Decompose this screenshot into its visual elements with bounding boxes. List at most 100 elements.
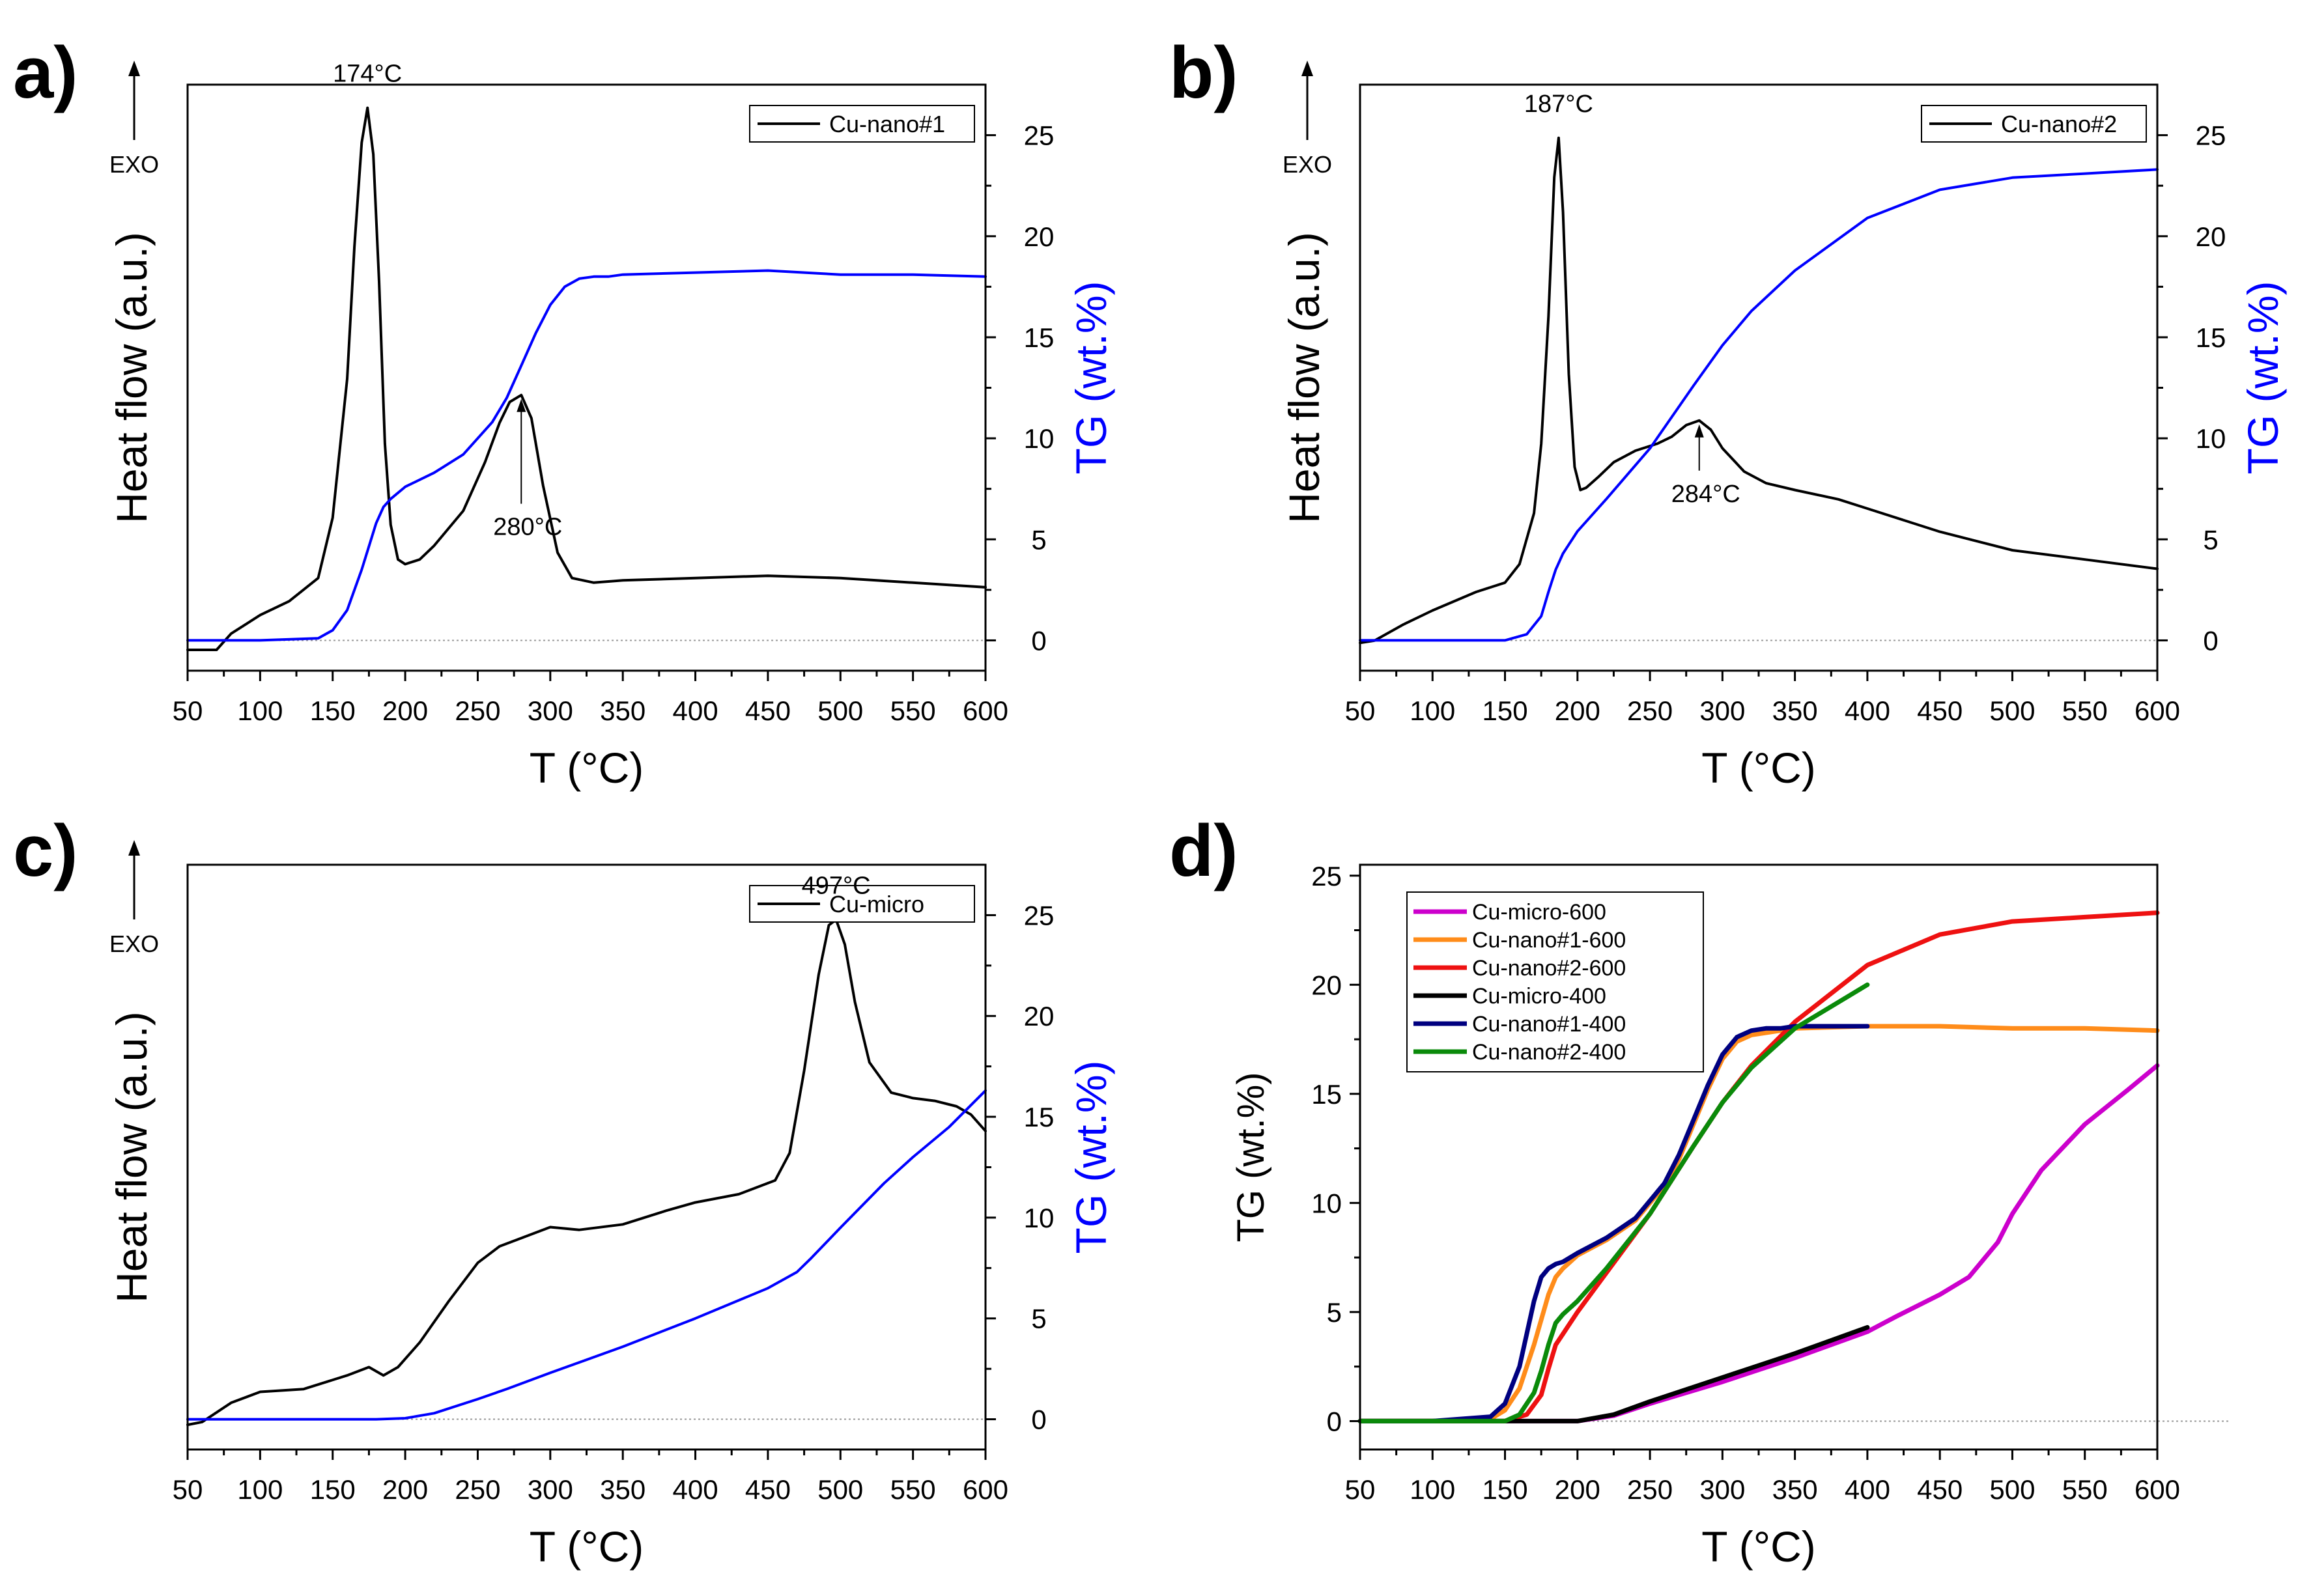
- x-axis-title: T (°C): [1701, 744, 1815, 792]
- y-right-tick-label: 20: [1024, 1001, 1055, 1031]
- x-tick-label: 500: [1989, 695, 2035, 726]
- x-tick-label: 350: [600, 695, 645, 726]
- plot-frame: [186, 863, 987, 1451]
- x-tick-label: 300: [528, 1474, 573, 1505]
- plot-frame: [186, 83, 987, 672]
- panel-label: c): [13, 810, 78, 891]
- y-right-tick-label: 25: [2196, 120, 2226, 151]
- y-right-tick-label: 15: [1024, 322, 1055, 353]
- x-tick-label: 600: [2135, 1474, 2180, 1505]
- series-line-cu-nano-2-400: [1357, 982, 1870, 1423]
- legend-label: Cu-nano#1-600: [1472, 928, 1626, 953]
- legend-label: Cu-nano#1: [829, 111, 945, 137]
- series-line-cu-nano-1: [186, 106, 987, 651]
- exo-arrow-head: [1301, 61, 1313, 76]
- series-line-tg-cu-micro: [186, 1089, 987, 1421]
- y-tick-label: 25: [1311, 861, 1342, 891]
- exo-label: EXO: [109, 151, 159, 178]
- y-right-tick-label: 0: [2203, 625, 2218, 656]
- y-tick-label: 5: [1327, 1297, 1342, 1328]
- y-right-tick-label: 5: [1031, 524, 1046, 555]
- legend-label: Cu-micro-600: [1472, 900, 1606, 925]
- y-right-tick-label: 15: [1024, 1102, 1055, 1132]
- y-right-axis-title: TG (wt.%): [1067, 281, 1115, 475]
- legend-label: Cu-nano#1-400: [1472, 1012, 1626, 1037]
- x-tick-label: 200: [1555, 695, 1600, 726]
- x-axis-title: T (°C): [530, 744, 644, 792]
- peak-annotation: 187°C: [1524, 91, 1593, 118]
- legend-box: [1406, 891, 1704, 1072]
- x-tick-label: 600: [2135, 695, 2180, 726]
- x-tick-label: 150: [1482, 695, 1528, 726]
- x-tick-label: 600: [963, 1474, 1008, 1505]
- x-tick-label: 350: [600, 1474, 645, 1505]
- x-tick-label: 200: [382, 695, 428, 726]
- x-tick-label: 100: [1410, 1474, 1455, 1505]
- x-tick-label: 500: [1989, 1474, 2035, 1505]
- y-left-axis-title: Heat flow (a.u.): [107, 232, 156, 524]
- x-tick-label: 50: [1345, 695, 1376, 726]
- x-tick-label: 300: [528, 695, 573, 726]
- x-tick-label: 50: [173, 695, 203, 726]
- y-right-tick-label: 5: [2203, 524, 2218, 555]
- peak-arrow-head: [1694, 424, 1704, 438]
- legend-label: Cu-nano#2: [2001, 111, 2117, 137]
- x-tick-label: 450: [745, 1474, 791, 1505]
- y-right-tick-label: 10: [2196, 423, 2226, 454]
- series-line-cu-nano-1-600: [1357, 1024, 2160, 1423]
- y-right-tick-label: 10: [1024, 423, 1055, 454]
- x-tick-label: 450: [745, 695, 791, 726]
- x-tick-label: 250: [1627, 695, 1673, 726]
- x-tick-label: 600: [963, 695, 1008, 726]
- legend-label: Cu-nano#2-600: [1472, 956, 1626, 981]
- exo-arrow-head: [128, 61, 140, 76]
- x-tick-label: 50: [1345, 1474, 1376, 1505]
- peak-annotation: 174°C: [333, 61, 402, 88]
- legend-label: Cu-micro-400: [1472, 984, 1606, 1009]
- x-axis-title: T (°C): [530, 1522, 644, 1571]
- x-tick-label: 150: [310, 1474, 356, 1505]
- x-tick-label: 400: [673, 1474, 718, 1505]
- x-tick-label: 250: [455, 695, 500, 726]
- y-right-tick-label: 25: [1024, 900, 1055, 931]
- x-tick-label: 550: [890, 1474, 936, 1505]
- y-tick-label: 10: [1311, 1188, 1342, 1218]
- exo-arrow-head: [128, 840, 140, 856]
- peak-arrow-head: [517, 399, 526, 412]
- x-tick-label: 450: [1917, 695, 1963, 726]
- y-right-tick-label: 0: [1031, 625, 1046, 656]
- x-tick-label: 200: [382, 1474, 428, 1505]
- x-tick-label: 100: [1410, 695, 1455, 726]
- panel-label: d): [1169, 810, 1238, 891]
- x-tick-label: 400: [673, 695, 718, 726]
- plot-frame: [1359, 83, 2159, 672]
- series-line-tg-cu-nano-2: [1359, 168, 2159, 642]
- x-tick-label: 100: [237, 1474, 283, 1505]
- legend-box: [749, 105, 975, 143]
- x-tick-label: 300: [1699, 1474, 1745, 1505]
- y-right-tick-label: 5: [1031, 1304, 1046, 1334]
- y-right-axis-title: TG (wt.%): [2239, 281, 2287, 475]
- x-tick-label: 200: [1555, 1474, 1600, 1505]
- x-tick-label: 50: [173, 1474, 203, 1505]
- y-axis-title: TG (wt.%): [1230, 1072, 1272, 1242]
- series-line-cu-nano-1-400: [1357, 1024, 1870, 1423]
- x-tick-label: 400: [1845, 1474, 1890, 1505]
- legend-label: Cu-nano#2-400: [1472, 1040, 1626, 1065]
- y-right-tick-label: 0: [1031, 1405, 1046, 1435]
- panel-label: b): [1169, 32, 1238, 113]
- peak-annotation: 284°C: [1671, 481, 1740, 508]
- peak-annotation: 280°C: [493, 514, 562, 541]
- x-tick-label: 150: [1482, 1474, 1528, 1505]
- series-line-cu-micro: [186, 918, 987, 1427]
- x-tick-label: 550: [2062, 1474, 2108, 1505]
- x-tick-label: 400: [1845, 695, 1890, 726]
- series-line-tg-cu-nano-1: [186, 269, 987, 642]
- series-line-cu-nano-2: [1359, 136, 2159, 645]
- y-right-tick-label: 20: [2196, 221, 2226, 252]
